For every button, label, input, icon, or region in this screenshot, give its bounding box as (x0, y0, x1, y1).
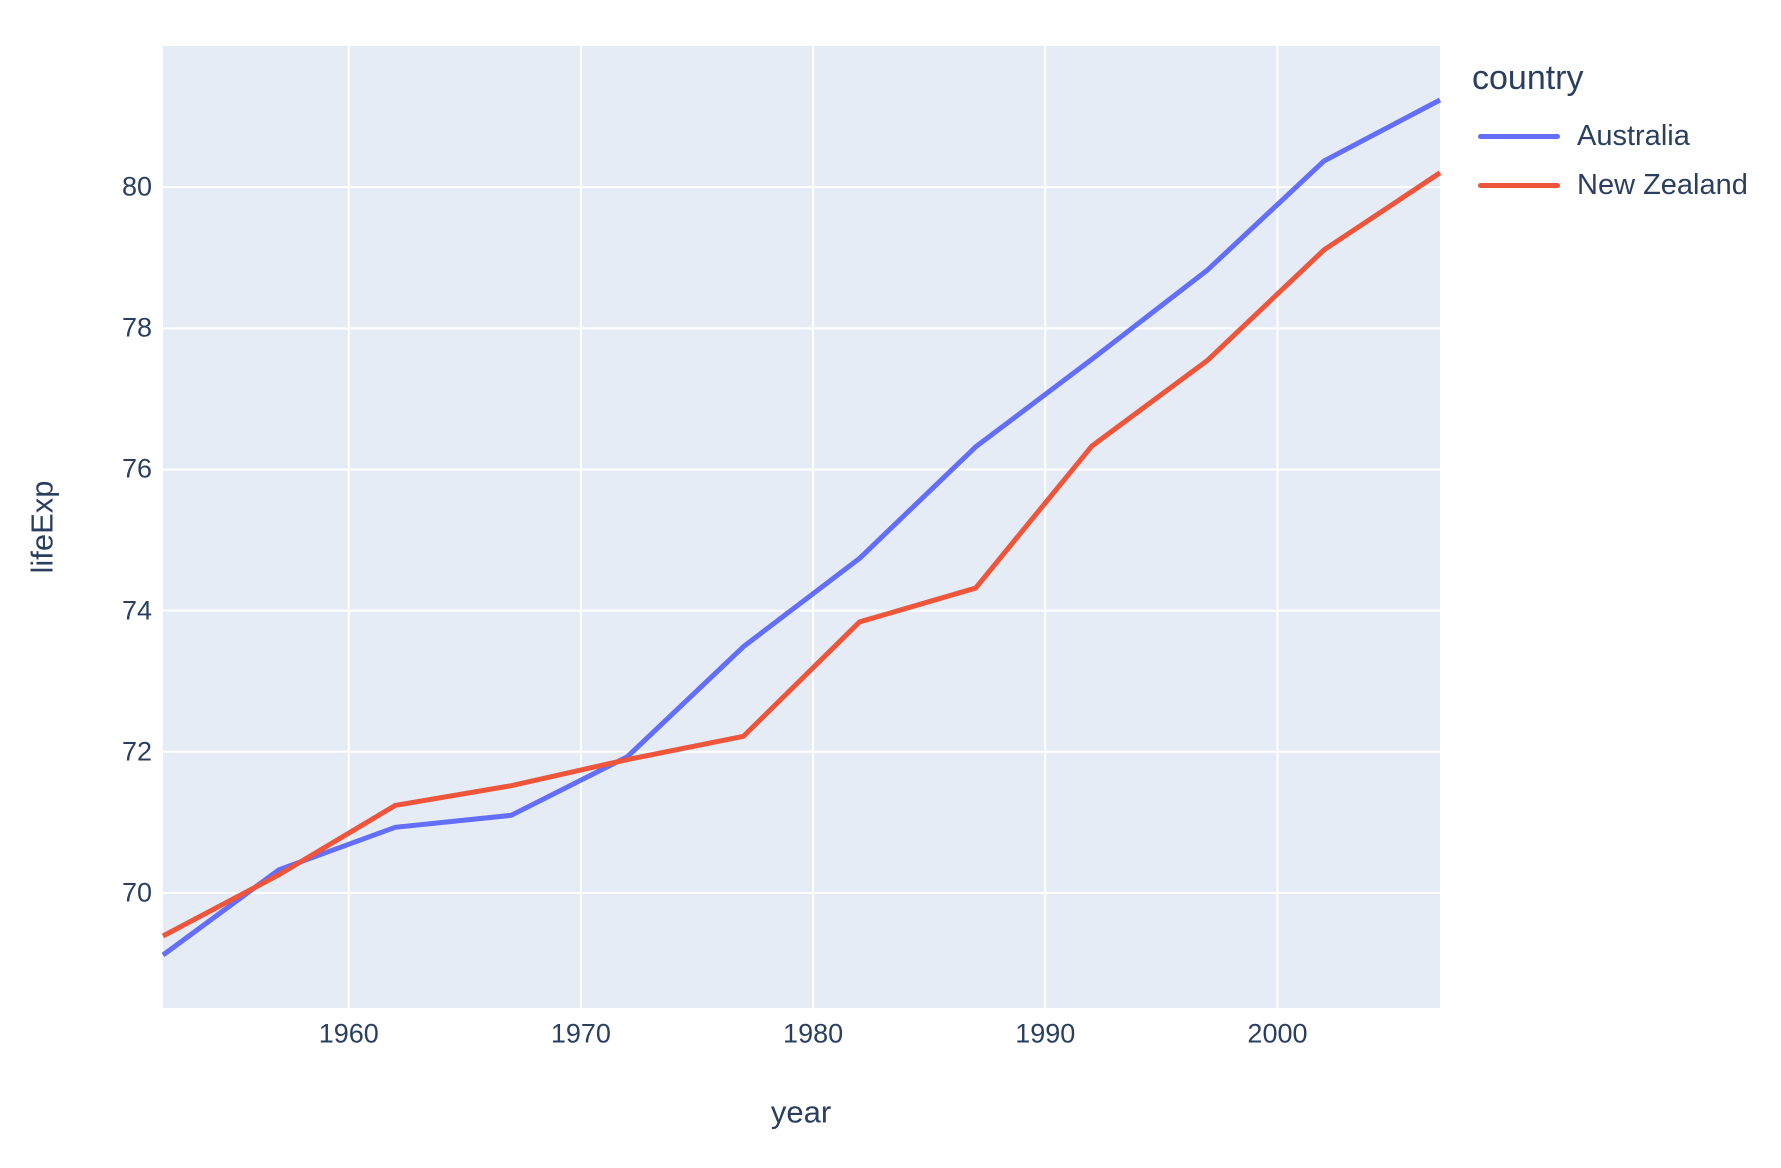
legend-item-australia[interactable]: Australia (1472, 112, 1748, 161)
series-line-new-zealand (161, 170, 1442, 939)
legend: country Australia New Zealand (1472, 58, 1748, 210)
x-tick-label-1970: 1970 (550, 1018, 611, 1049)
y-tick-label-80: 80 (121, 171, 152, 202)
x-tick-label-1980: 1980 (783, 1018, 844, 1049)
legend-title: country (1472, 59, 1584, 97)
y-tick-label-78: 78 (121, 312, 152, 343)
legend-line-swatch (1478, 134, 1560, 139)
y-tick-label-72: 72 (121, 736, 152, 767)
x-tick-label-1960: 1960 (318, 1018, 379, 1049)
x-axis-title: year (770, 1094, 832, 1130)
plot-area[interactable] (163, 46, 1440, 1008)
x-tick-label-1990: 1990 (1015, 1018, 1076, 1049)
y-tick-label-74: 74 (121, 595, 152, 626)
series-lines (161, 97, 1442, 958)
legend-line-swatch (1478, 183, 1560, 188)
legend-item-label: Australia (1577, 120, 1690, 152)
y-tick-label-76: 76 (121, 453, 152, 484)
legend-item-label: New Zealand (1577, 169, 1748, 201)
legend-items: Australia New Zealand (1472, 112, 1748, 210)
y-axis-title: lifeExp (24, 480, 60, 574)
x-tick-label-2000: 2000 (1247, 1018, 1308, 1049)
legend-item-new-zealand[interactable]: New Zealand (1472, 161, 1748, 210)
gridlines (163, 46, 1440, 1008)
series-line-australia (161, 97, 1442, 958)
y-tick-label-70: 70 (121, 877, 152, 908)
